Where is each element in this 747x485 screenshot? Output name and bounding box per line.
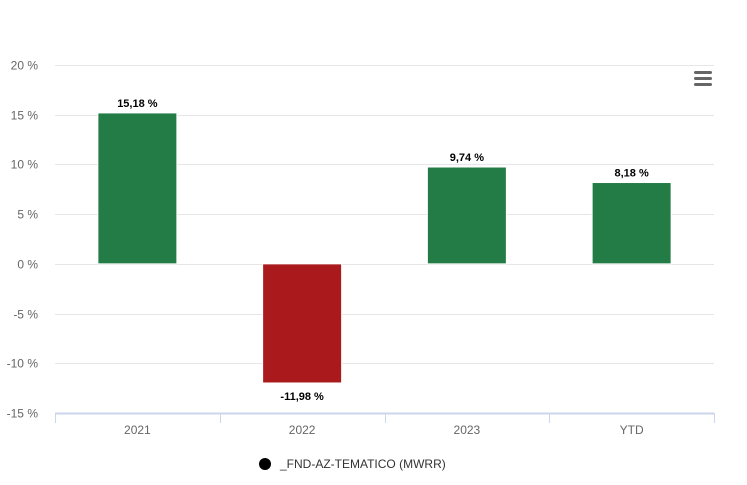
x-tick-label: 2023 <box>454 423 481 437</box>
x-axis: 2021 2022 2023 YTD <box>55 412 715 437</box>
y-tick-label: 15 % <box>11 109 39 123</box>
data-label: -11,98 % <box>280 391 324 403</box>
data-label: 8,18 % <box>615 168 649 180</box>
y-tick-label: 20 % <box>11 59 39 73</box>
y-tick-label: 10 % <box>11 158 39 172</box>
legend-marker <box>259 458 271 470</box>
bar-2021[interactable] <box>97 112 178 265</box>
x-tick-label: YTD <box>620 423 644 437</box>
bar-YTD[interactable] <box>591 182 672 265</box>
y-tick-label: -5 % <box>13 308 38 322</box>
x-tick-label: 2021 <box>124 423 151 437</box>
y-tick-label: 5 % <box>17 208 38 222</box>
y-axis: 20 % 15 % 10 % 5 % 0 % -5 % -10 % -15 % <box>7 59 39 421</box>
y-tick-label: -15 % <box>7 407 39 421</box>
bars: 15,18 % -11,98 % 9,74 % 8,18 % <box>97 98 672 403</box>
x-tick-label: 2022 <box>289 423 316 437</box>
legend-label: _FND-AZ-TEMATICO (MWRR) <box>279 457 446 471</box>
hamburger-menu-icon[interactable] <box>693 70 713 88</box>
y-tick-label: -10 % <box>7 357 39 371</box>
bar-2022[interactable] <box>262 263 343 384</box>
data-label: 15,18 % <box>117 98 158 110</box>
bar-2023[interactable] <box>426 166 507 265</box>
data-label: 9,74 % <box>450 152 484 164</box>
y-tick-label: 0 % <box>17 258 38 272</box>
legend-item[interactable]: _FND-AZ-TEMATICO (MWRR) <box>259 457 446 471</box>
